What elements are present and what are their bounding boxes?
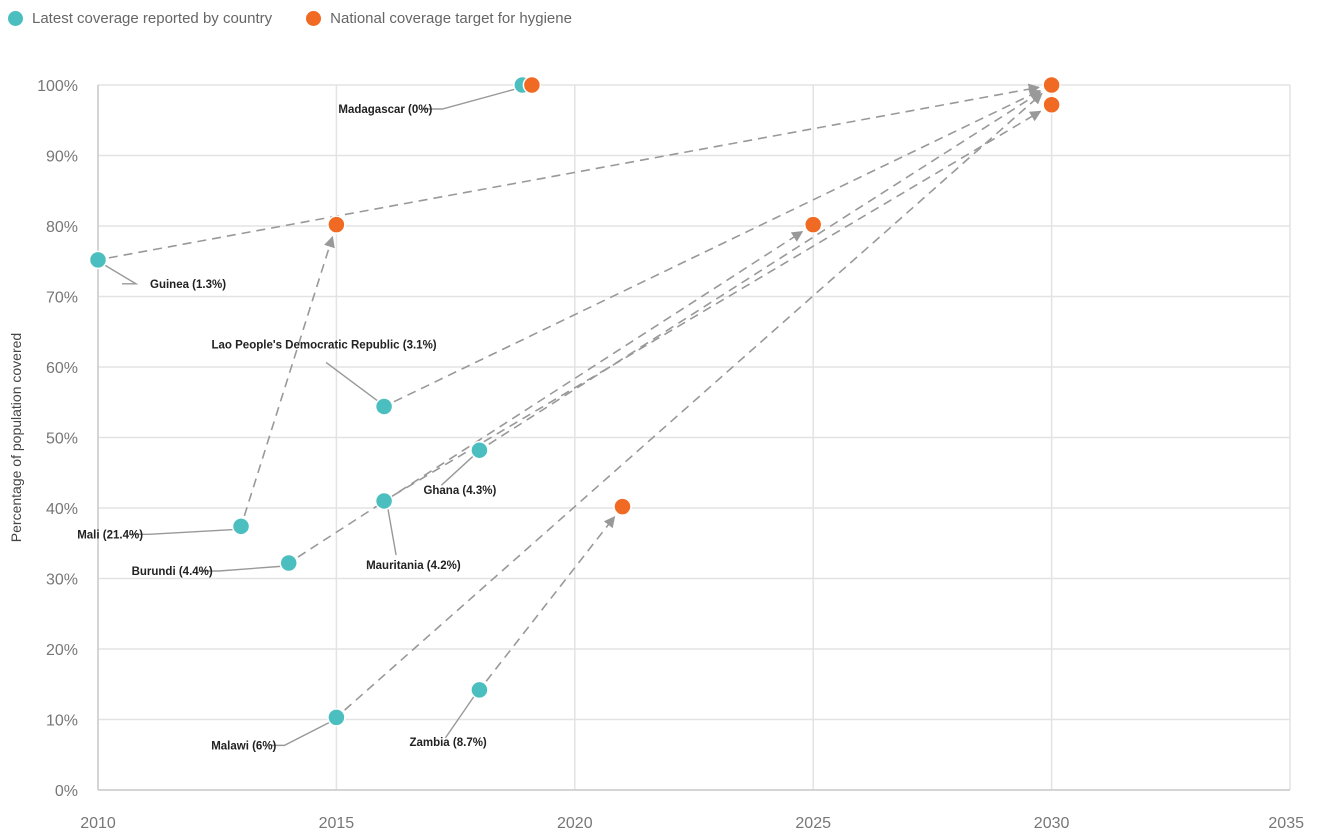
y-tick-label: 90% [46, 149, 78, 166]
y-tick-label: 70% [46, 290, 78, 307]
annotation-leader [422, 87, 520, 110]
country-label: Lao People's Democratic Republic (3.1%) [212, 339, 437, 351]
annotation-leader [198, 565, 286, 572]
legend-item-actual: Latest coverage reported by country [8, 10, 272, 27]
legend-item-target: National coverage target for hygiene [306, 10, 572, 27]
actual-point [470, 680, 489, 700]
coverage-arrow [393, 110, 1042, 497]
coverage-arrow [485, 515, 616, 682]
coverage-arrow [344, 92, 1043, 711]
x-tick-label: 2030 [1034, 815, 1070, 832]
y-tick-label: 100% [37, 78, 78, 95]
country-label: Malawi (6%) [211, 740, 276, 752]
legend-swatch-actual [8, 11, 23, 26]
y-tick-label: 0% [55, 783, 78, 800]
actual-point [374, 491, 394, 511]
actual-point [279, 553, 298, 573]
country-label: Burundi (4.4%) [132, 566, 213, 578]
x-tick-label: 2020 [557, 815, 593, 832]
target-point [803, 215, 823, 234]
actual-point [470, 440, 489, 460]
coverage-arrow [108, 83, 1040, 259]
country-label: Madagascar (0%) [338, 104, 432, 116]
legend: Latest coverage reported by country Nati… [8, 10, 572, 27]
x-tick-label: 2035 [1268, 815, 1304, 832]
y-tick-label: 60% [46, 360, 78, 377]
coverage-arrow [297, 230, 804, 558]
y-tick-label: 10% [46, 713, 78, 730]
annotation-leader [100, 262, 139, 285]
coverage-arrow [488, 91, 1042, 445]
annotation-leader [444, 692, 478, 739]
country-label: Mauritania (4.2%) [366, 560, 461, 572]
legend-label-target: National coverage target for hygiene [330, 10, 572, 27]
legend-swatch-target [306, 11, 322, 26]
annotation-leader [386, 503, 397, 556]
y-tick-label: 20% [46, 642, 78, 659]
actual-point [231, 517, 251, 536]
y-tick-label: 30% [46, 572, 78, 589]
actual-point [88, 250, 108, 270]
target-point [1042, 95, 1061, 114]
country-label: Mali (21.4%) [77, 529, 143, 541]
x-tick-label: 2015 [319, 815, 355, 832]
y-tick-label: 50% [46, 431, 78, 448]
actual-point [374, 397, 394, 416]
legend-label-actual: Latest coverage reported by country [32, 10, 273, 27]
target-point [1042, 75, 1061, 95]
country-label: Guinea (1.3%) [150, 279, 226, 291]
x-tick-label: 2010 [80, 815, 116, 832]
coverage-arrow [243, 235, 335, 517]
target-point [327, 215, 346, 234]
target-point [613, 497, 632, 516]
country-label: Zambia (8.7%) [409, 737, 486, 749]
target-point [522, 75, 542, 95]
y-tick-label: 80% [46, 219, 78, 236]
coverage-arrow [393, 89, 1041, 403]
annotation-leader [325, 361, 382, 405]
y-tick-label: 40% [46, 501, 78, 518]
x-tick-label: 2025 [795, 815, 831, 832]
annotation-leader [129, 528, 239, 536]
y-axis-title: Percentage of population covered [8, 333, 24, 542]
annotation-leader [440, 452, 477, 486]
actual-point [327, 708, 346, 727]
country-label: Ghana (4.3%) [423, 485, 496, 497]
annotation-leader [270, 719, 334, 747]
